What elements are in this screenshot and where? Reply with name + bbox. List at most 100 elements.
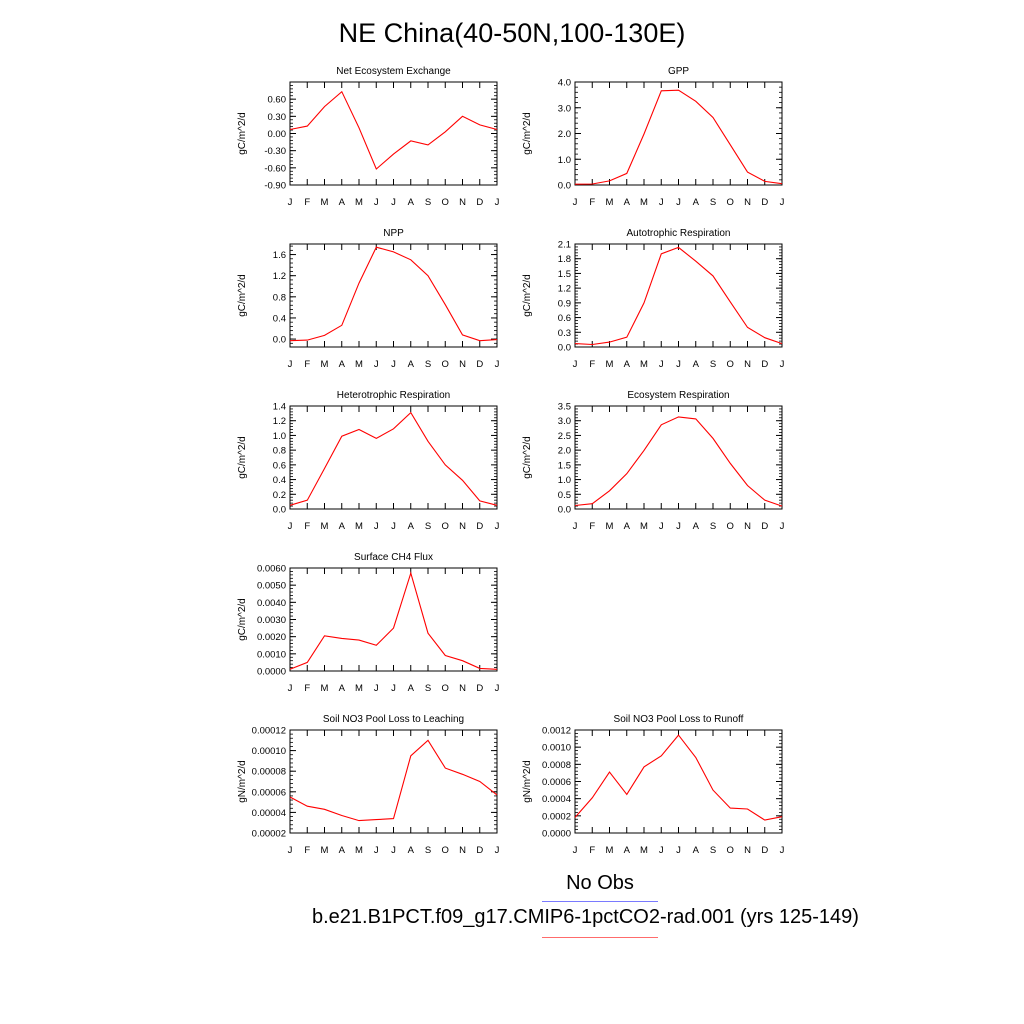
x-tick-label: J [391, 197, 396, 208]
x-tick-label: A [693, 845, 700, 856]
x-tick-label: F [589, 521, 595, 532]
y-axis-label: gC/m^2/d [522, 274, 533, 317]
x-tick-label: M [355, 683, 363, 694]
x-tick-label: O [442, 197, 449, 208]
series-line [289, 571, 498, 670]
x-tick-label: J [288, 359, 293, 370]
x-tick-label: N [459, 683, 466, 694]
x-tick-label: A [693, 197, 700, 208]
x-tick-label: A [339, 197, 346, 208]
x-tick-label: A [408, 845, 415, 856]
x-tick-label: J [391, 683, 396, 694]
chart-panel-6: Ecosystem Respiration gC/m^2/d 3.5 3.0 2.5 2.… [522, 390, 785, 532]
x-tick-label: M [321, 521, 329, 532]
legend-model-line [542, 937, 658, 938]
x-tick-label: D [761, 521, 768, 532]
series-line [574, 89, 783, 185]
x-tick-label: O [442, 683, 449, 694]
y-tick-label: 0.0 [558, 505, 571, 516]
y-tick-label: 0.00006 [252, 787, 286, 798]
chart-panel-4: Autotrophic Respiration gC/m^2/d 2.1 1.8 1.5… [522, 228, 785, 370]
panel-title: Soil NO3 Pool Loss to Runoff [614, 714, 744, 725]
x-tick-label: N [744, 197, 751, 208]
panel-title: Ecosystem Respiration [627, 390, 729, 401]
y-tick-label: 4.0 [558, 78, 571, 89]
x-tick-label: N [459, 197, 466, 208]
y-tick-label: 0.9 [558, 298, 571, 309]
x-tick-label: A [624, 197, 631, 208]
y-tick-label: 1.5 [558, 269, 571, 280]
x-tick-label: J [495, 197, 500, 208]
x-tick-label: J [391, 845, 396, 856]
x-tick-label: A [624, 845, 631, 856]
x-tick-label: A [624, 521, 631, 532]
x-tick-label: J [573, 521, 578, 532]
x-tick-label: D [476, 845, 483, 856]
x-tick-label: F [304, 845, 310, 856]
y-tick-label: 0.0 [273, 335, 286, 346]
x-tick-label: M [355, 845, 363, 856]
x-tick-label: J [374, 521, 379, 532]
x-tick-label: D [476, 197, 483, 208]
y-axis-label: gC/m^2/d [237, 274, 248, 317]
panel-title: Surface CH4 Flux [354, 552, 433, 563]
y-tick-label: 0.0000 [257, 667, 286, 678]
x-tick-label: J [780, 197, 785, 208]
x-tick-label: A [339, 683, 346, 694]
x-tick-label: F [589, 197, 595, 208]
panel-title: Heterotrophic Respiration [337, 390, 450, 401]
x-tick-label: J [391, 521, 396, 532]
x-tick-label: O [727, 845, 734, 856]
y-tick-label: 0.6 [558, 313, 571, 324]
x-tick-label: D [476, 683, 483, 694]
x-tick-label: M [355, 197, 363, 208]
x-tick-label: J [374, 845, 379, 856]
panel-title: Autotrophic Respiration [627, 228, 731, 239]
plot-frame [289, 405, 498, 510]
figure-title: NE China(40-50N,100-130E) [338, 18, 686, 48]
plot-frame [289, 81, 498, 186]
plot-frame [289, 243, 498, 348]
y-tick-label: 1.5 [558, 460, 571, 471]
x-tick-label: O [727, 521, 734, 532]
y-tick-label: 0.00002 [252, 829, 286, 840]
y-tick-label: 0.00012 [252, 726, 286, 737]
y-axis-label: gC/m^2/d [522, 112, 533, 155]
x-tick-label: J [391, 359, 396, 370]
y-tick-label: 0.0 [558, 343, 571, 354]
x-tick-label: N [459, 845, 466, 856]
y-tick-label: 0.0008 [542, 760, 571, 771]
x-tick-label: A [693, 521, 700, 532]
x-tick-label: J [288, 683, 293, 694]
y-axis-label: gC/m^2/d [237, 598, 248, 641]
chart-panel-9: Soil NO3 Pool Loss to Runoff gN/m^2/d 0.00… [522, 714, 785, 856]
x-tick-label: F [304, 359, 310, 370]
x-tick-label: M [606, 359, 614, 370]
y-tick-label: 2.0 [558, 129, 571, 140]
y-tick-label: 2.0 [558, 446, 571, 457]
y-tick-label: 0.0004 [542, 794, 571, 805]
x-tick-label: M [321, 197, 329, 208]
x-tick-label: N [459, 521, 466, 532]
x-tick-label: S [425, 521, 431, 532]
x-tick-label: J [780, 845, 785, 856]
x-tick-label: S [710, 845, 716, 856]
x-tick-label: J [495, 845, 500, 856]
x-tick-label: J [659, 521, 664, 532]
y-tick-label: 2.1 [558, 240, 571, 251]
x-tick-label: M [321, 359, 329, 370]
x-tick-label: M [640, 521, 648, 532]
y-axis-label: gC/m^2/d [237, 436, 248, 479]
legend-obs-label: No Obs [566, 872, 634, 894]
y-tick-label: 0.0010 [257, 649, 286, 660]
y-tick-label: 0.3 [558, 328, 571, 339]
x-tick-label: J [780, 521, 785, 532]
y-tick-label: 0.00010 [252, 746, 286, 757]
plot-frame [289, 567, 498, 672]
y-tick-label: 0.0040 [257, 598, 286, 609]
x-tick-label: F [589, 845, 595, 856]
y-tick-label: 0.8 [273, 446, 286, 457]
x-tick-label: S [425, 683, 431, 694]
